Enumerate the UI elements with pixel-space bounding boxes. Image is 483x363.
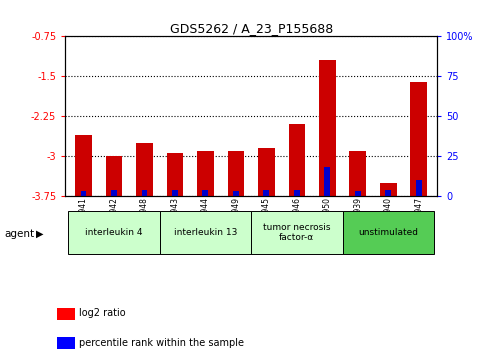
Bar (57, 338, 75, 349)
Text: interleukin 13: interleukin 13 (174, 228, 237, 237)
FancyBboxPatch shape (68, 211, 160, 254)
Bar (106, 156, 122, 196)
Bar (385, 189, 391, 196)
Bar (75, 135, 92, 196)
Title: GDS5262 / A_23_P155688: GDS5262 / A_23_P155688 (170, 22, 333, 35)
Text: ▶: ▶ (36, 229, 44, 239)
FancyBboxPatch shape (342, 211, 434, 254)
Bar (142, 189, 147, 196)
Bar (172, 189, 178, 196)
Bar (350, 151, 366, 196)
Bar (263, 189, 270, 196)
Bar (319, 60, 336, 196)
Bar (411, 82, 427, 196)
FancyBboxPatch shape (160, 211, 251, 254)
Text: interleukin 4: interleukin 4 (85, 228, 143, 237)
Bar (380, 183, 397, 196)
Bar (416, 180, 422, 196)
Bar (227, 151, 244, 196)
Bar (294, 189, 300, 196)
Bar (233, 191, 239, 196)
Bar (202, 189, 208, 196)
Bar (57, 308, 75, 320)
Bar (167, 154, 184, 196)
Bar (136, 143, 153, 196)
Bar (288, 124, 305, 196)
Text: unstimulated: unstimulated (358, 228, 418, 237)
Text: log2 ratio: log2 ratio (79, 308, 126, 318)
Text: percentile rank within the sample: percentile rank within the sample (79, 338, 244, 348)
Text: agent: agent (5, 229, 35, 239)
FancyBboxPatch shape (251, 211, 342, 254)
Bar (325, 167, 330, 196)
Bar (81, 191, 86, 196)
Bar (111, 189, 117, 196)
Bar (258, 148, 275, 196)
Bar (197, 151, 214, 196)
Bar (355, 191, 361, 196)
Text: tumor necrosis
factor-α: tumor necrosis factor-α (263, 223, 331, 242)
